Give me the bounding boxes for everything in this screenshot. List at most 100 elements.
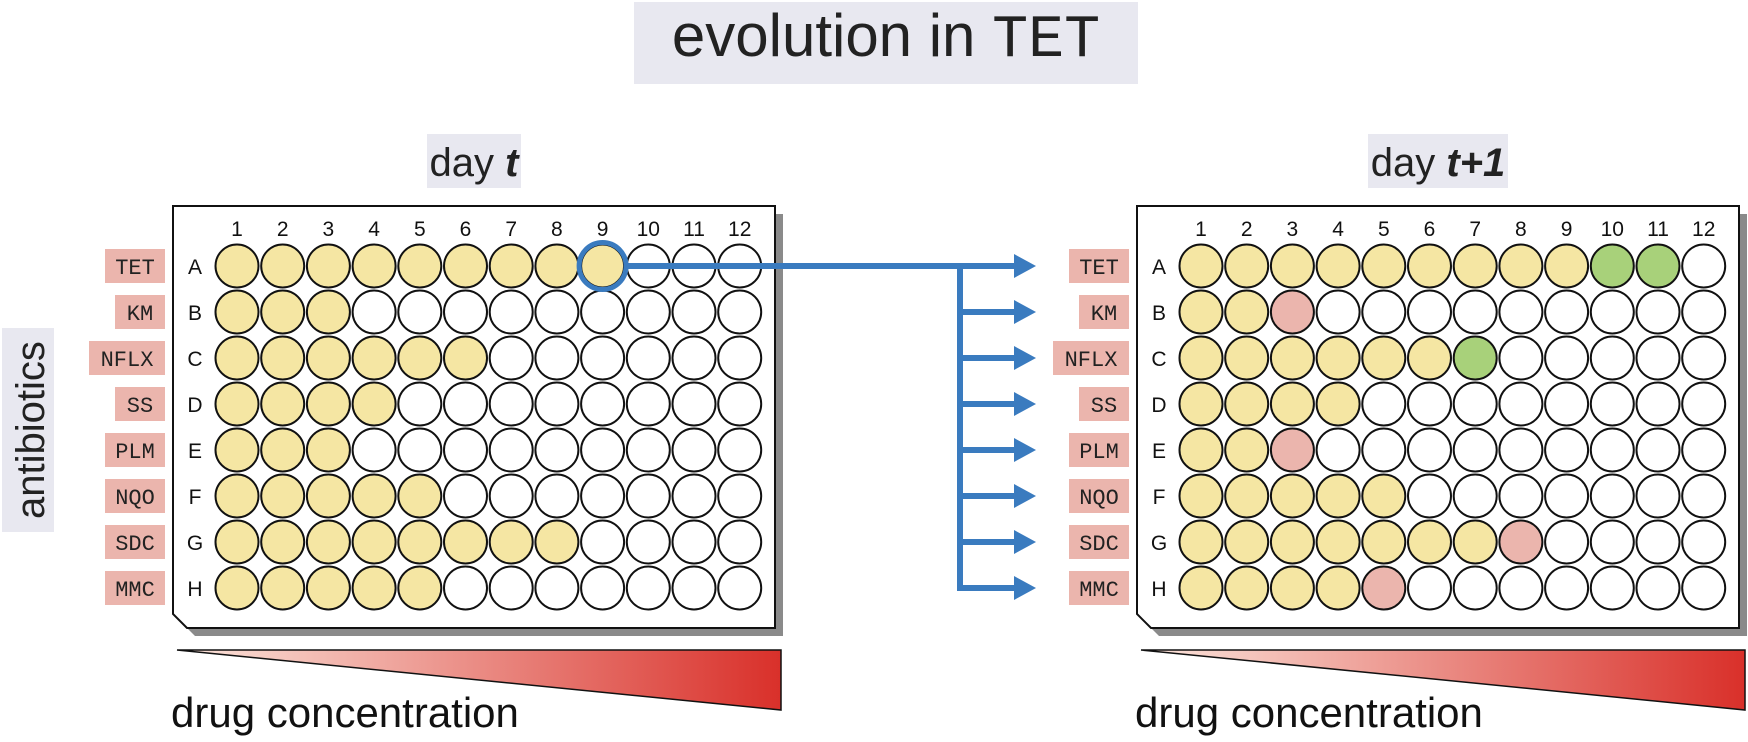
well-D7 <box>1452 381 1498 427</box>
well-F8 <box>1498 473 1544 519</box>
antibiotic-label-background <box>1079 387 1129 421</box>
concentration-gradient <box>1140 649 1746 711</box>
antibiotic-label-background <box>89 341 165 375</box>
well-E2 <box>260 427 306 473</box>
well-B9 <box>580 289 626 335</box>
well-E7 <box>488 427 534 473</box>
figure-title: evolution in TET <box>634 2 1138 84</box>
well-B9 <box>1544 289 1590 335</box>
well-B12 <box>1681 289 1727 335</box>
well-G3 <box>1269 519 1315 565</box>
well-A8 <box>1498 243 1544 289</box>
well-G8 <box>534 519 580 565</box>
well-B3 <box>1269 289 1315 335</box>
well-H3 <box>305 565 351 611</box>
well-B5 <box>397 289 443 335</box>
column-label: 10 <box>637 218 660 241</box>
row-label: B <box>188 302 202 325</box>
well-H12 <box>1681 565 1727 611</box>
well-G1 <box>1178 519 1224 565</box>
well-E7 <box>1452 427 1498 473</box>
title-drug: TET <box>992 7 1100 75</box>
well-F1 <box>1178 473 1224 519</box>
arrow-head <box>1014 392 1036 416</box>
well-H3 <box>1269 565 1315 611</box>
gradient-label: drug concentration <box>1135 689 1483 736</box>
well-F9 <box>580 473 626 519</box>
well-C10 <box>1589 335 1635 381</box>
axis-label-background <box>2 328 54 532</box>
row-label: A <box>188 256 202 279</box>
well-D11 <box>1635 381 1681 427</box>
row-label: A <box>1152 256 1166 279</box>
well-B4 <box>351 289 397 335</box>
axis-label: antibiotics <box>9 341 53 519</box>
well-B4 <box>1315 289 1361 335</box>
antibiotic-label: KM <box>1091 302 1117 327</box>
column-label: 8 <box>551 218 563 241</box>
well-A9 <box>1544 243 1590 289</box>
well-B2 <box>260 289 306 335</box>
well-E8 <box>534 427 580 473</box>
well-E6 <box>443 427 488 473</box>
well-C4 <box>1315 335 1361 381</box>
well-B11 <box>671 289 717 335</box>
antibiotic-label-background <box>1069 249 1129 283</box>
well-G11 <box>1635 519 1681 565</box>
well-D7 <box>488 381 534 427</box>
well-A10 <box>1589 243 1635 289</box>
well-F12 <box>1681 473 1727 519</box>
well-G7 <box>488 519 534 565</box>
arrow-head <box>1014 484 1036 508</box>
well-F2 <box>1224 473 1270 519</box>
well-E2 <box>1224 427 1270 473</box>
well-D2 <box>260 381 306 427</box>
well-E9 <box>580 427 626 473</box>
well-H5 <box>1361 565 1407 611</box>
well-H10 <box>625 565 671 611</box>
well-C3 <box>305 335 351 381</box>
well-H1 <box>214 565 260 611</box>
well-D10 <box>625 381 671 427</box>
well-E5 <box>1361 427 1407 473</box>
well-F1 <box>214 473 260 519</box>
row-label: F <box>189 486 202 509</box>
well-G6 <box>443 519 488 565</box>
antibiotic-label-background <box>1053 341 1129 375</box>
row-label: D <box>187 394 202 417</box>
plate-2: day t+11 2 3 4 5 6 7 8 9 10 11 12ATETBKMCNFLXDSSEPL… <box>1053 134 1747 736</box>
well-C12 <box>717 335 763 381</box>
well-F7 <box>1452 473 1498 519</box>
title-background <box>634 2 1138 84</box>
antibiotic-label: SDC <box>115 532 155 557</box>
day-label-background <box>427 134 521 188</box>
row-label: H <box>187 578 202 601</box>
arrow-head <box>1014 438 1036 462</box>
well-B6 <box>443 289 488 335</box>
well-G1 <box>214 519 260 565</box>
well-C6 <box>1407 335 1452 381</box>
column-label: 4 <box>368 218 380 241</box>
well-C2 <box>1224 335 1270 381</box>
antibiotic-label-background <box>1069 479 1129 513</box>
well-D12 <box>1681 381 1727 427</box>
well-B8 <box>534 289 580 335</box>
well-G3 <box>305 519 351 565</box>
well-B1 <box>214 289 260 335</box>
well-E10 <box>1589 427 1635 473</box>
well-B7 <box>488 289 534 335</box>
well-C12 <box>1681 335 1727 381</box>
antibiotic-label-background <box>115 387 165 421</box>
well-B12 <box>717 289 763 335</box>
row-label: C <box>1151 348 1166 371</box>
well-D12 <box>717 381 763 427</box>
row-label: D <box>1151 394 1166 417</box>
well-C1 <box>214 335 260 381</box>
well-H9 <box>580 565 626 611</box>
transfer-arrows <box>626 254 1036 600</box>
well-A4 <box>351 243 397 289</box>
well-D9 <box>1544 381 1590 427</box>
day-prefix: day <box>430 141 506 185</box>
arrow-head <box>1014 346 1036 370</box>
